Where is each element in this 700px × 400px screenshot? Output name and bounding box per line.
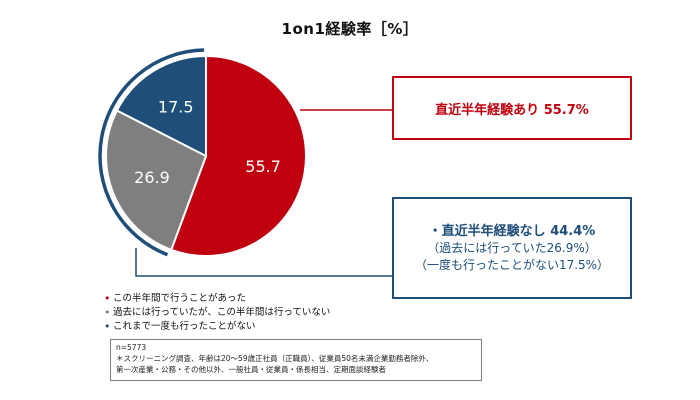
legend-item-recent: • この半年間で行うことがあった xyxy=(104,292,330,306)
legend-dot-red: • xyxy=(104,292,111,305)
pie-slice xyxy=(105,109,208,252)
callout-none-main: ・直近半年経験なし 44.4% xyxy=(428,223,596,239)
note-line-1: ＊スクリーニング調査、年齢は20～59歳正社員（正職員）、従業員50名未満企業勤… xyxy=(116,354,434,363)
callout-recent-experience: 直近半年経験あり 55.7% xyxy=(392,76,632,140)
pie-slice xyxy=(115,54,207,158)
callout-none-sub2: （一度も行ったことがない17.5%） xyxy=(414,257,610,272)
legend-label: これまで一度も行ったことがない xyxy=(113,321,256,332)
pie-slices xyxy=(105,54,307,257)
pie-value-label: 55.7 xyxy=(245,157,281,176)
callout-none-sub1: （過去には行っていた26.9%） xyxy=(427,240,597,255)
callout-recent-text: 直近半年経験あり 55.7% xyxy=(435,102,589,118)
survey-notes: n=5773 ＊スクリーニング調査、年齢は20～59歳正社員（正職員）、従業員5… xyxy=(110,339,482,381)
legend-dot-gray: • xyxy=(104,306,111,319)
legend-item-never: • これまで一度も行ったことがない xyxy=(104,320,330,334)
pie-value-label: 26.9 xyxy=(134,168,170,187)
pie-value-labels: 55.7 26.9 17.5 xyxy=(134,98,281,188)
legend-label: この半年間で行うことがあった xyxy=(113,293,247,304)
note-line-2: 第一次産業・公務・その他以外、一般社員・従業員・係長相当、定期面談経験者 xyxy=(116,365,386,374)
pie-slice xyxy=(169,54,307,257)
sample-size: n=5773 xyxy=(116,343,147,352)
none-callout-connector xyxy=(135,248,392,277)
chart-title: 1on1経験率［%］ xyxy=(281,20,419,38)
legend-label: 過去には行っていたが、この半年間は行っていない xyxy=(113,307,331,318)
pie-value-label: 17.5 xyxy=(158,98,194,117)
legend-item-past: • 過去には行っていたが、この半年間は行っていない xyxy=(104,306,330,320)
legend: • この半年間で行うことがあった • 過去には行っていたが、この半年間は行ってい… xyxy=(104,292,330,334)
no-experience-arc xyxy=(98,48,205,257)
callout-no-recent-experience: ・直近半年経験なし 44.4% （過去には行っていた26.9%） （一度も行った… xyxy=(392,197,632,299)
legend-dot-blue: • xyxy=(104,320,111,333)
